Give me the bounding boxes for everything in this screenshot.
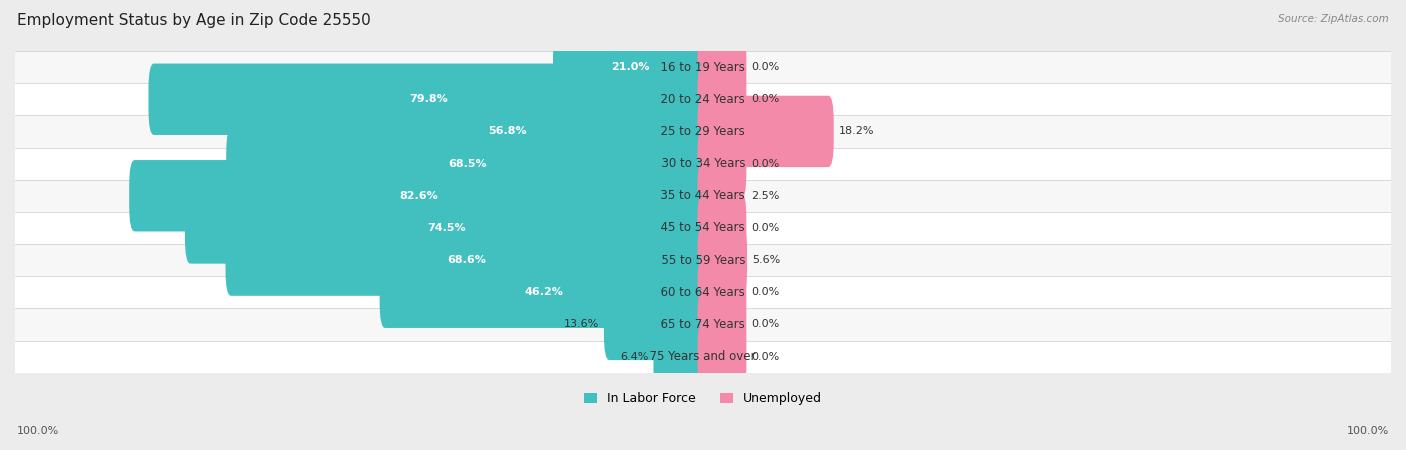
Text: 60 to 64 Years: 60 to 64 Years [654,286,752,299]
FancyBboxPatch shape [697,192,747,264]
Text: 82.6%: 82.6% [399,191,439,201]
Bar [15,148,1391,180]
Text: 74.5%: 74.5% [427,223,465,233]
FancyBboxPatch shape [553,32,709,103]
Text: 0.0%: 0.0% [751,94,779,104]
Text: 0.0%: 0.0% [751,223,779,233]
Text: 16 to 19 Years: 16 to 19 Years [654,61,752,74]
Text: 68.6%: 68.6% [447,255,486,265]
Text: 18.2%: 18.2% [838,126,875,136]
Bar [15,180,1391,212]
Bar [15,83,1391,115]
Text: 0.0%: 0.0% [751,351,779,362]
Text: 0.0%: 0.0% [751,158,779,169]
Text: 65 to 74 Years: 65 to 74 Years [654,318,752,331]
Bar [15,244,1391,276]
Text: Source: ZipAtlas.com: Source: ZipAtlas.com [1278,14,1389,23]
FancyBboxPatch shape [225,225,709,296]
FancyBboxPatch shape [697,96,834,167]
Text: 79.8%: 79.8% [409,94,449,104]
Text: 0.0%: 0.0% [751,287,779,297]
FancyBboxPatch shape [697,160,725,231]
Text: Employment Status by Age in Zip Code 25550: Employment Status by Age in Zip Code 255… [17,14,371,28]
FancyBboxPatch shape [697,256,747,328]
Text: 5.6%: 5.6% [752,255,780,265]
FancyBboxPatch shape [226,128,709,199]
Text: 75 Years and over: 75 Years and over [643,350,763,363]
FancyBboxPatch shape [654,321,709,392]
FancyBboxPatch shape [697,32,747,103]
Text: 25 to 29 Years: 25 to 29 Years [654,125,752,138]
FancyBboxPatch shape [605,289,709,360]
FancyBboxPatch shape [697,128,747,199]
Bar [15,276,1391,308]
Text: 6.4%: 6.4% [620,351,648,362]
Text: 46.2%: 46.2% [524,287,564,297]
FancyBboxPatch shape [129,160,709,231]
Legend: In Labor Force, Unemployed: In Labor Force, Unemployed [583,392,823,405]
Text: 56.8%: 56.8% [488,126,527,136]
Bar [15,308,1391,341]
FancyBboxPatch shape [697,63,747,135]
Text: 21.0%: 21.0% [612,62,650,72]
Bar [15,341,1391,373]
Text: 30 to 34 Years: 30 to 34 Years [654,157,752,170]
Text: 20 to 24 Years: 20 to 24 Years [654,93,752,106]
FancyBboxPatch shape [186,192,709,264]
Bar [15,115,1391,148]
Text: 0.0%: 0.0% [751,62,779,72]
Text: 0.0%: 0.0% [751,320,779,329]
Bar [15,51,1391,83]
FancyBboxPatch shape [307,96,709,167]
FancyBboxPatch shape [380,256,709,328]
FancyBboxPatch shape [149,63,709,135]
Text: 100.0%: 100.0% [17,427,59,436]
FancyBboxPatch shape [697,321,747,392]
FancyBboxPatch shape [697,289,747,360]
Text: 100.0%: 100.0% [1347,427,1389,436]
Text: 2.5%: 2.5% [751,191,779,201]
FancyBboxPatch shape [697,225,747,296]
Bar [15,212,1391,244]
Text: 68.5%: 68.5% [449,158,486,169]
Text: 45 to 54 Years: 45 to 54 Years [654,221,752,234]
Text: 35 to 44 Years: 35 to 44 Years [654,189,752,202]
Text: 13.6%: 13.6% [564,320,599,329]
Text: 55 to 59 Years: 55 to 59 Years [654,254,752,266]
